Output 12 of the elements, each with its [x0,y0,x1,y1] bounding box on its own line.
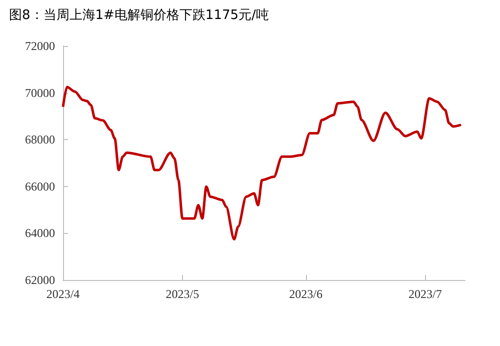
y-tick-label: 62000 [25,273,55,287]
x-tick-label: 2023/7 [408,287,442,301]
y-tick-label: 72000 [25,39,55,53]
chart-title: 图8：当周上海1#电解铜价格下跌1175元/吨 [9,8,269,23]
x-tick-label: 2023/6 [289,287,322,301]
y-tick-label: 66000 [25,179,55,194]
y-tick-label: 70000 [25,86,55,100]
x-tick-label: 2023/4 [46,287,80,301]
y-tick-label: 68000 [25,132,55,147]
y-tick-label: 64000 [25,226,55,240]
line-series [62,86,462,241]
x-tick-label: 2023/5 [166,287,200,301]
